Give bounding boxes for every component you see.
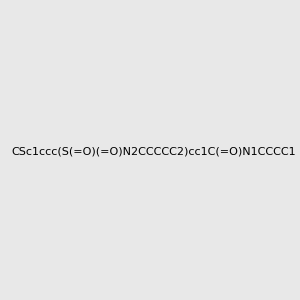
- Text: CSc1ccc(S(=O)(=O)N2CCCCC2)cc1C(=O)N1CCCC1: CSc1ccc(S(=O)(=O)N2CCCCC2)cc1C(=O)N1CCCC…: [11, 146, 296, 157]
